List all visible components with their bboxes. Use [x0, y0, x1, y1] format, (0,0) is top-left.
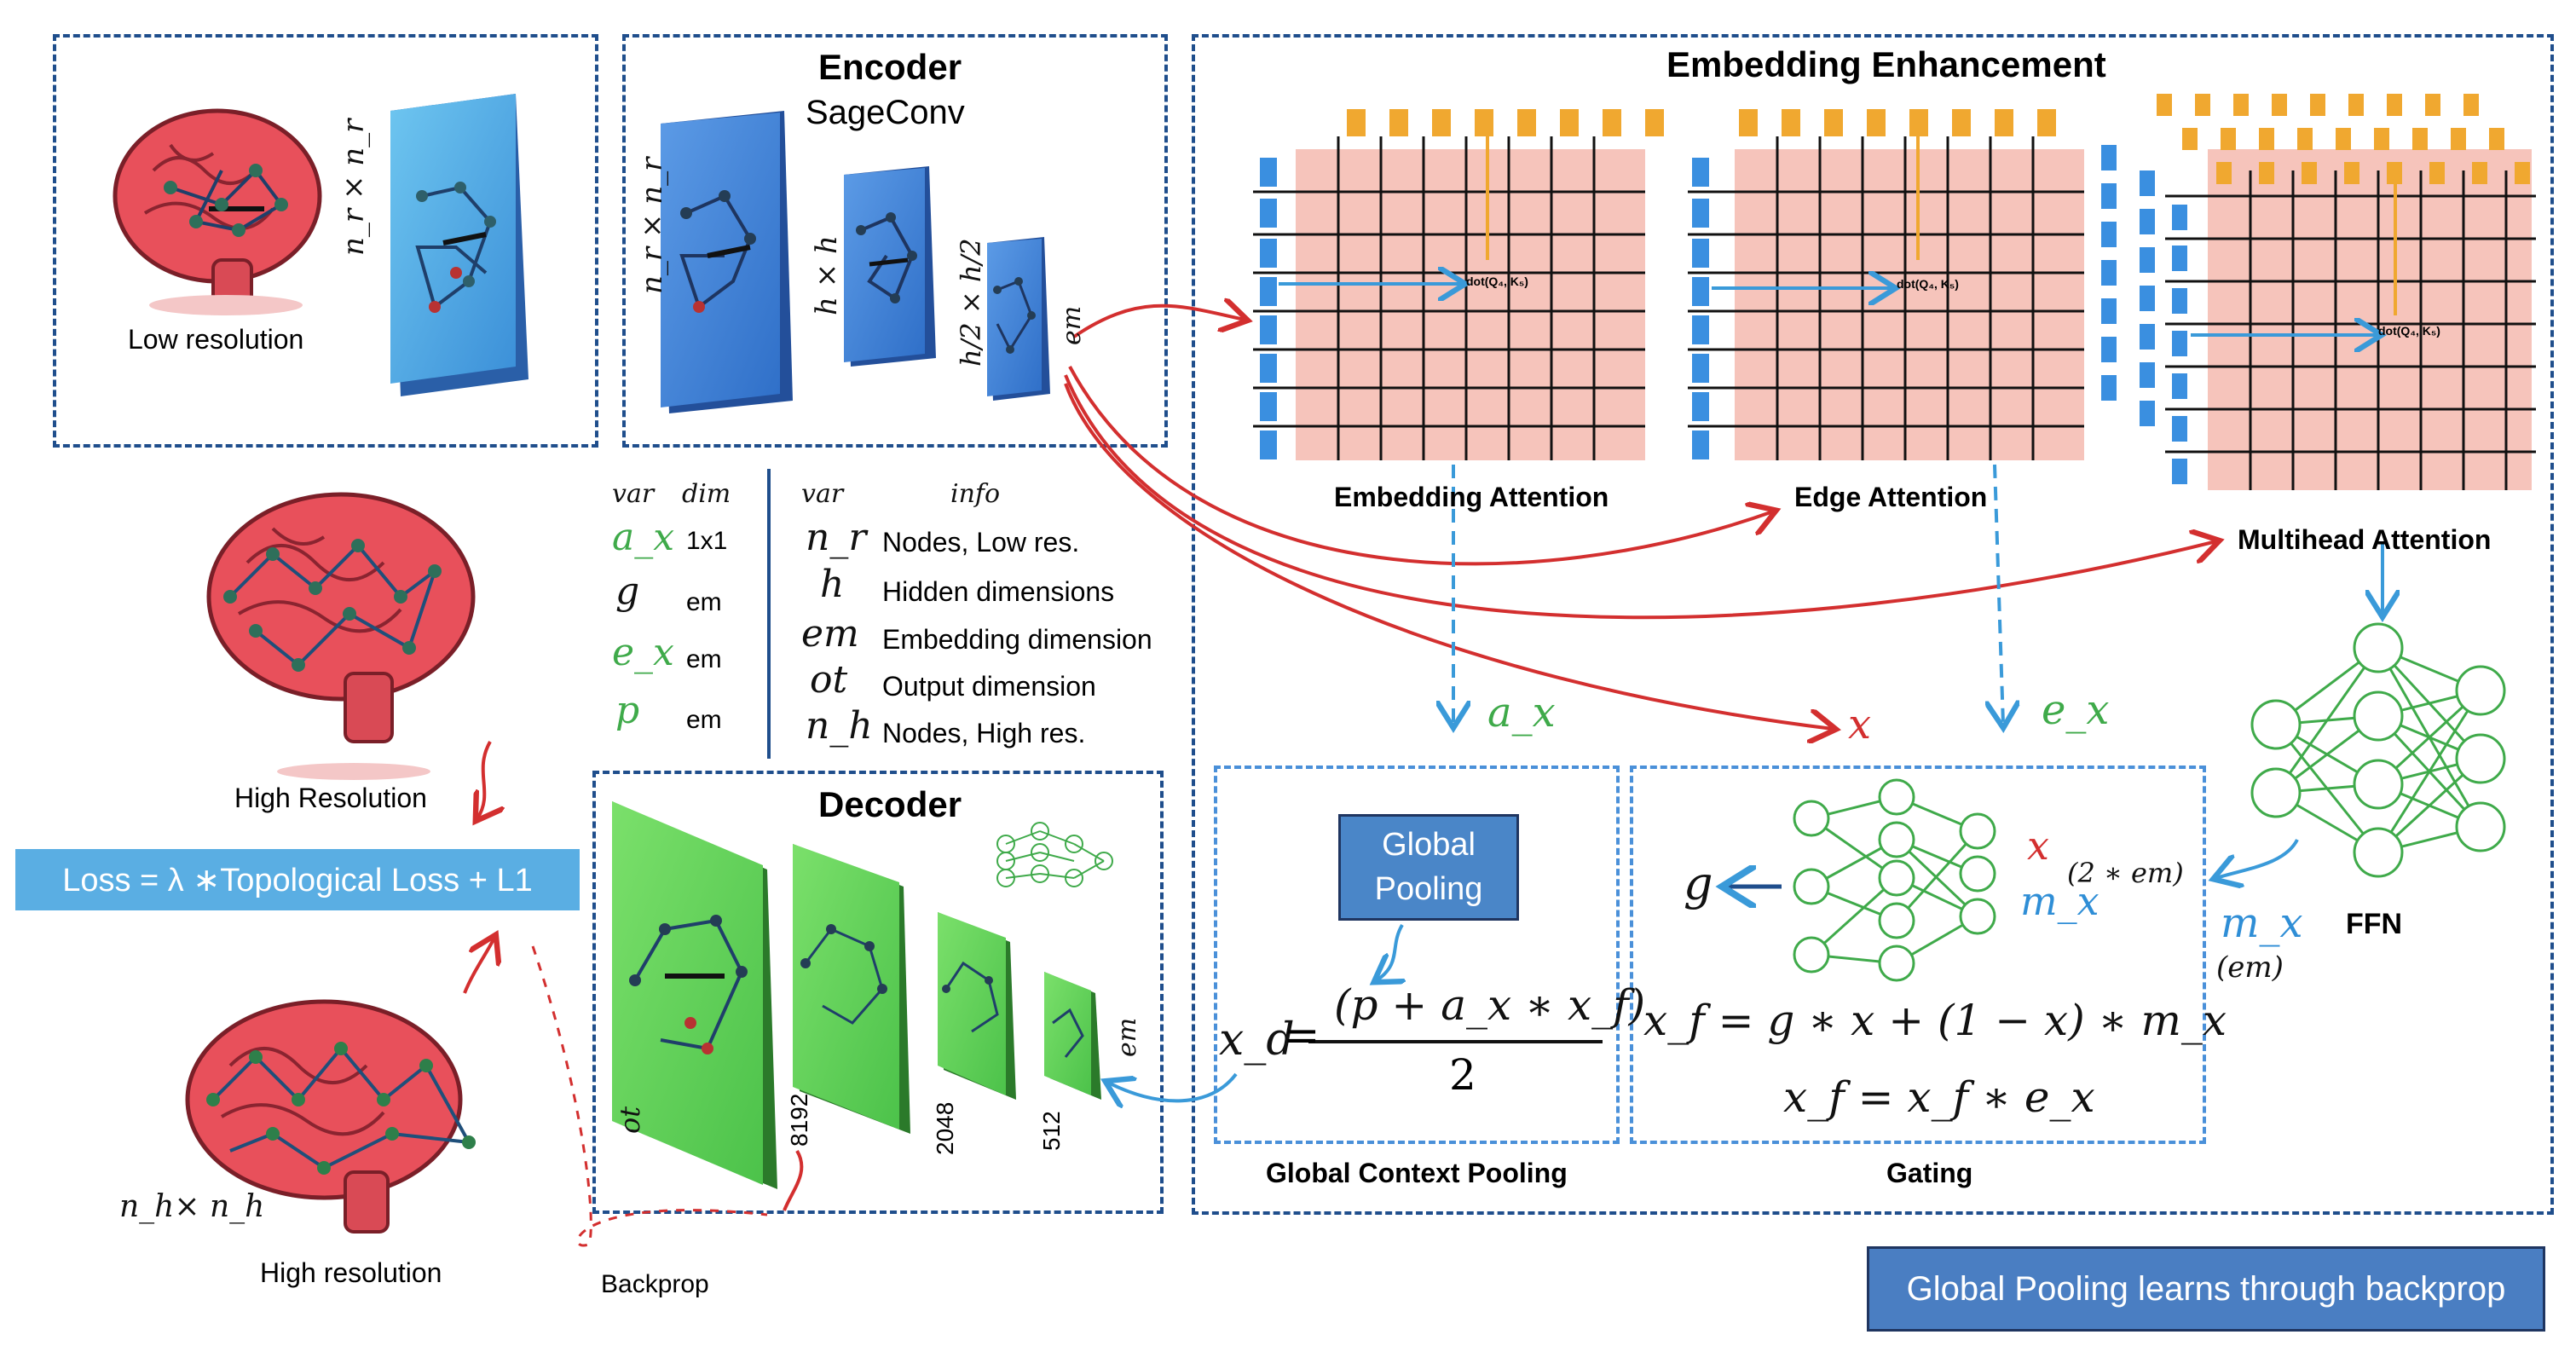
decoder-layer-label-2048: 2048	[932, 1101, 958, 1155]
edge-attention-label: Edge Attention	[1794, 482, 1988, 512]
gating-g-label: g	[1684, 857, 1713, 910]
table-info-nh: Nodes, High res.	[882, 718, 1086, 748]
ex-flow-label: e_x	[2042, 686, 2110, 734]
dot-label-multihead: dot(Q₄, K₅)	[2378, 324, 2440, 338]
high-res-matrix-label: n_h× n_h	[119, 1189, 265, 1224]
gating-formula-2: x_f = x_f ∗ e_x	[1783, 1072, 2095, 1122]
encoder-subtitle: SageConv	[806, 94, 965, 131]
table-var-ot: ot	[810, 658, 848, 702]
encoder-layer-label-1: n_r × n_r	[635, 157, 669, 294]
table-var-em: em	[801, 612, 859, 656]
encoder-title: Encoder	[818, 47, 962, 87]
gating-input-dim: (2 ∗ em)	[2067, 857, 2184, 889]
table-info-em: Embedding dimension	[882, 624, 1152, 655]
global-context-caption: Global Context Pooling	[1266, 1158, 1568, 1188]
formula-xd-denominator: 2	[1449, 1050, 1476, 1100]
embedding-attention-label: Embedding Attention	[1334, 482, 1609, 512]
low-res-matrix-label: n_r × n_r	[337, 118, 371, 256]
brain-high-res-top	[206, 492, 476, 780]
decoder-layer-label-8192: 8192	[786, 1093, 812, 1147]
table-info-nr: Nodes, Low res.	[882, 527, 1080, 558]
table-info-h: Hidden dimensions	[882, 576, 1115, 607]
encoder-layer-label-4: em	[1057, 305, 1087, 345]
multihead-attention-label: Multihead Attention	[2238, 524, 2492, 555]
table-var-h: h	[820, 563, 845, 606]
table-header-dim: dim	[682, 479, 731, 509]
table-var-p: p	[615, 689, 640, 732]
embedding-enhancement-title: Embedding Enhancement	[1666, 44, 2106, 84]
low-res-panel	[53, 34, 598, 448]
gating-caption: Gating	[1886, 1158, 1973, 1188]
table-info-ot: Output dimension	[882, 671, 1096, 702]
footer-note-box: Global Pooling learns through backprop	[1867, 1246, 2545, 1332]
encoder-layer-label-2: h × h	[810, 235, 844, 315]
table-var-g: g	[615, 569, 640, 613]
global-context-panel	[1214, 766, 1620, 1144]
decoder-title: Decoder	[818, 784, 962, 824]
table-var-ex: e_x	[612, 631, 674, 674]
dot-label-edge: dot(Q₄, K₅)	[1897, 277, 1959, 291]
high-res-top-label: High Resolution	[234, 783, 427, 813]
dot-label-embedding: dot(Q₄, K₅)	[1466, 274, 1528, 288]
gating-mx-input: m_x	[2020, 878, 2099, 924]
table-dim-ex: em	[686, 645, 722, 673]
formula-xd-equals: =	[1283, 1010, 1320, 1061]
ax-flow-label: a_x	[1487, 689, 1556, 737]
encoder-layer-label-3: h/2 × h/2	[955, 238, 987, 367]
ffn-label: FFN	[2346, 908, 2403, 940]
loss-box: Loss = λ ∗Topological Loss + L1	[15, 849, 580, 910]
global-pooling-box: Global Pooling	[1338, 814, 1519, 921]
decoder-layer-label-em: em	[1112, 1017, 1142, 1057]
table-header-info: info	[950, 479, 1001, 509]
encoder-panel	[622, 34, 1168, 448]
table-dim-p: em	[686, 706, 722, 734]
low-res-label: Low resolution	[128, 324, 304, 355]
backprop-label: Backprop	[601, 1270, 709, 1298]
gating-panel	[1630, 766, 2206, 1144]
formula-xd-lhs: x_d	[1219, 1014, 1295, 1066]
table-var-nh: n_h	[806, 704, 873, 748]
table-var-ax: a_x	[612, 516, 675, 559]
formula-xd-numerator: (p + a_x ∗ x_f)	[1334, 980, 1646, 1030]
table-header-var-right: var	[801, 479, 844, 509]
mx-dim-label: (em)	[2216, 950, 2284, 985]
decoder-layer-label-ot: ot	[614, 1106, 646, 1134]
table-dim-g: em	[686, 588, 722, 616]
mx-flow-label: m_x	[2221, 899, 2303, 947]
x-flow-label: x	[1848, 701, 1872, 748]
table-dim-ax: 1x1	[686, 527, 728, 555]
table-var-nr: n_r	[806, 516, 867, 559]
decoder-panel	[592, 771, 1164, 1214]
high-res-bottom-label: High resolution	[260, 1257, 442, 1288]
decoder-layer-label-512: 512	[1038, 1111, 1065, 1151]
gating-formula-1: x_f = g ∗ x + (1 − x) ∗ m_x	[1643, 996, 2227, 1045]
table-header-var-left: var	[612, 479, 655, 509]
gating-x-input: x	[2027, 823, 2049, 869]
